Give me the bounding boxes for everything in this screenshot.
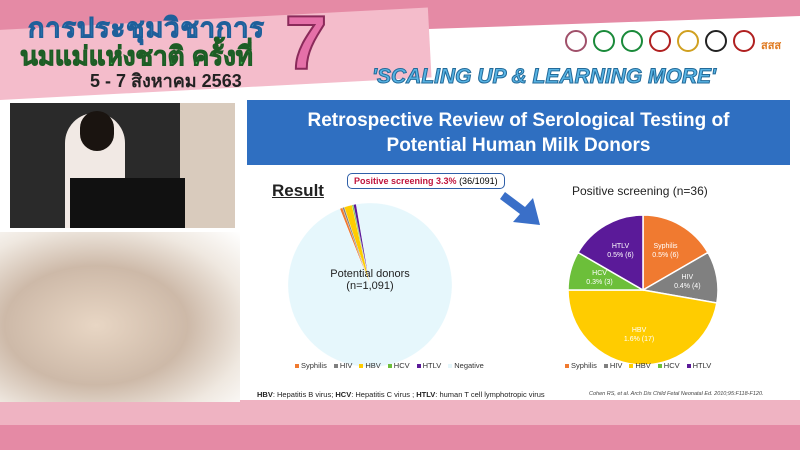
legend-swatch [565,364,569,369]
slogan: 'SCALING UP & LEARNING MORE' [371,65,717,89]
logo [705,30,727,52]
logo-sss: สสส [761,40,782,52]
slice-label-name: HBV [631,326,647,334]
slice-label-name: HIV [681,274,694,282]
logo [677,30,699,52]
conference-subtitle: นมแม่แห่งชาติ ครั้งที่ [20,41,254,72]
slice-label-value: 0.5% (6) [652,252,679,260]
sponsor-logos: สสส [565,30,781,54]
slice-label-name: HCV [592,270,607,278]
child-photo [0,232,240,402]
legend-swatch [387,364,392,369]
legend-swatch [416,364,421,369]
legend-label: HCV [393,361,410,370]
logo [593,30,615,52]
arrow-icon [500,192,540,225]
footnote-hcv: : Hepatitis C virus ; [351,390,417,399]
slice-label-value: 1.6% (17) [623,335,655,343]
slice-label-name: HTLV [611,243,630,251]
legend-label: Syphilis [571,361,597,370]
slide-title-line2: Potential Human Milk Donors [386,135,651,156]
presentation-slide: Retrospective Review of Serological Test… [247,100,790,400]
slice-label-value: 0.5% (6) [607,252,634,260]
left-pie-label: Potential donors (n=1,091) [310,268,430,292]
slice-label: HIV 0.4% (4) [662,273,712,291]
footnote: HBV: Hepatitis B virus; HCV: Hepatitis C… [257,390,545,399]
footer-band [0,425,800,450]
legend-swatch [686,364,691,369]
legend-swatch [448,364,453,369]
speaker-video [10,103,235,228]
positive-screening-callout: Positive screening 3.3% (36/1091) [347,173,505,189]
edition-number: 7 [284,0,328,87]
pie-slice-syphilis [642,214,709,292]
right-legend: Syphilis HIV HBV HCV HTLV [565,361,711,370]
legend-swatch [359,364,364,369]
legend-label: HIV [339,361,353,370]
legend-swatch [657,364,662,369]
logo [649,30,671,52]
legend-label: Negative [454,361,484,370]
left-pie-label-line2: (n=1,091) [346,280,394,292]
charts-canvas [287,192,719,368]
legend-swatch [333,364,338,369]
legend-item: HBV [629,361,651,370]
legend-item: HTLV [686,361,712,370]
left-pie-label-line1: Potential donors [330,268,410,280]
legend-label: HBV [365,361,381,370]
background-image [180,103,235,228]
conference-dates: 5 - 7 สิงหาคม 2563 [90,71,242,91]
legend-swatch [603,364,608,369]
legend-item: HBV [359,361,381,370]
slice-label: Syphilis 0.5% (6) [641,242,691,260]
slide-title: Retrospective Review of Serological Test… [247,100,790,165]
callout-rest: (36/1091) [459,176,498,186]
footnote-hbv-abbr: HBV [257,390,273,399]
slice-label-value: 0.4% (4) [674,283,701,291]
legend-item: HCV [387,361,410,370]
footnote-hcv-abbr: HCV [335,390,352,399]
right-chart-title: Positive screening (n=36) [572,184,708,198]
legend-label: Syphilis [301,361,327,370]
pie-slice-hbv [567,289,718,366]
legend-label: HBV [635,361,651,370]
speaker-hair [80,111,114,151]
legend-item: Negative [448,361,484,370]
legend-label: HTLV [422,361,442,370]
slice-label: HCV 0.3% (3) [575,269,625,287]
legend-item: HIV [603,361,623,370]
slice-label: HTLV 0.5% (6) [596,242,646,260]
footnote-hbv: : Hepatitis B virus; [272,390,336,399]
legend-item: Syphilis [295,361,327,370]
pie-slice-htlv [577,214,644,292]
slide-title-line1: Retrospective Review of Serological Test… [307,110,730,131]
logo [733,30,755,52]
slice-label: HBV 1.6% (17) [614,326,664,344]
pie-slice-negative [287,202,453,368]
legend-item: Syphilis [565,361,597,370]
legend-label: HCV [663,361,680,370]
podium [70,178,185,228]
left-legend: Syphilis HIV HBV HCV HTLV Negative [295,361,484,370]
citation: Cohen RS, et al. Arch Dis Child Fetal Ne… [589,391,764,397]
footnote-htlv: : human T cell lymphotropic virus [435,390,545,399]
callout-bold: Positive screening 3.3% [354,176,457,186]
logo [565,30,587,52]
conference-title: การประชุมวิชาการ [28,13,265,44]
legend-label: HIV [609,361,623,370]
footnote-htlv-abbr: HTLV [416,390,436,399]
slice-label-value: 0.3% (3) [586,279,613,287]
legend-item: HIV [333,361,353,370]
legend-item: HTLV [416,361,442,370]
legend-label: HTLV [692,361,712,370]
result-heading: Result [272,181,324,200]
legend-swatch [629,364,634,369]
slice-label-name: Syphilis [653,243,678,251]
legend-item: HCV [657,361,680,370]
logo [621,30,643,52]
legend-swatch [295,364,299,369]
